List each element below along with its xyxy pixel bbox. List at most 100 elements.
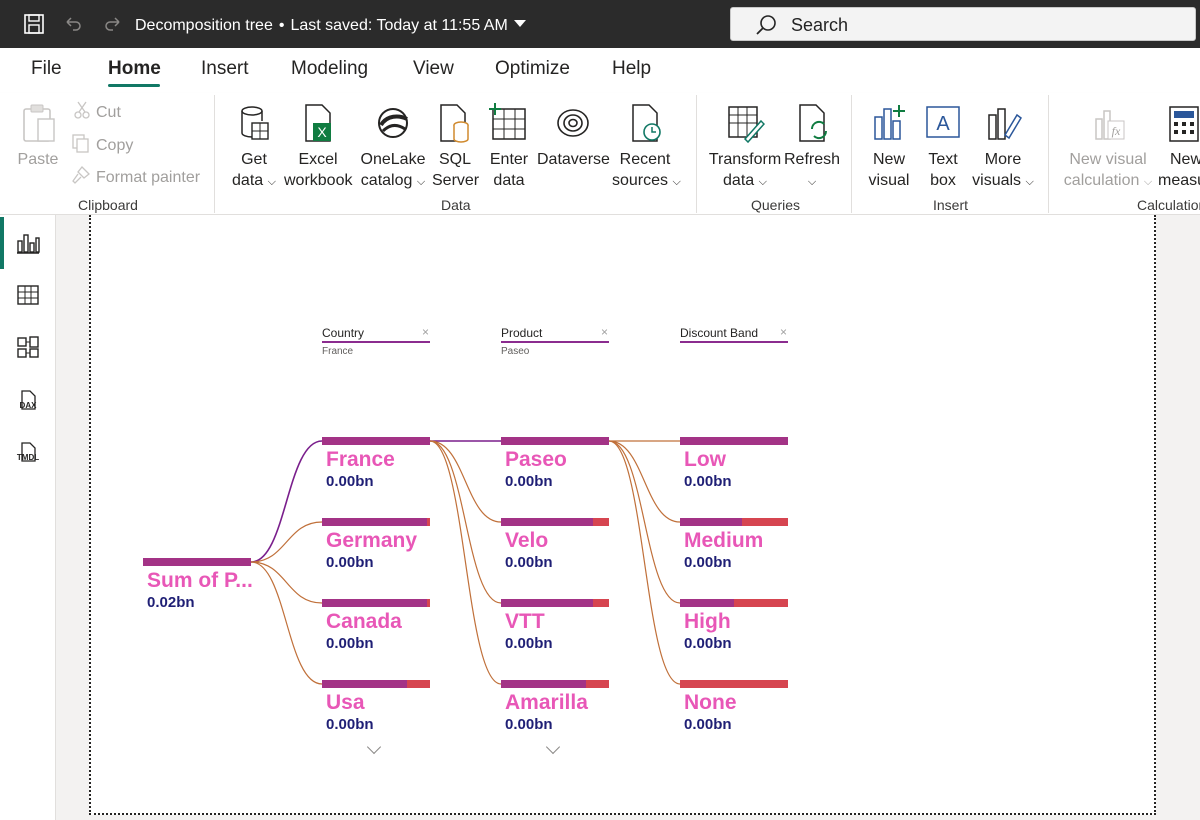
remove-level-icon[interactable]: ×: [601, 325, 609, 339]
remove-level-icon[interactable]: ×: [422, 325, 430, 339]
report-canvas[interactable]: Sum of P... 0.02bn Country × France France 0.0…: [56, 215, 1200, 820]
tree-node-bar[interactable]: [501, 518, 609, 526]
tree-node-label[interactable]: None: [684, 691, 737, 714]
root-node-label[interactable]: Sum of P...: [147, 569, 253, 592]
tree-node-value: 0.00bn: [326, 635, 374, 652]
tree-node-bar[interactable]: [501, 437, 609, 445]
tree-link: [429, 440, 502, 604]
text-box-icon: A: [926, 106, 960, 138]
tree-node-label[interactable]: France: [326, 448, 395, 471]
level-header-1[interactable]: Product: [501, 325, 609, 343]
ribbon-separator: [214, 95, 215, 213]
level-header-2[interactable]: Discount Band: [680, 325, 788, 343]
redo-icon[interactable]: [100, 0, 126, 48]
recent-sources-button[interactable]: Recent sources ⌵: [612, 101, 681, 193]
excel-workbook-button[interactable]: X Excel workbook: [284, 101, 352, 191]
tree-node-label[interactable]: Germany: [326, 529, 418, 552]
tree-node-label[interactable]: High: [684, 610, 731, 633]
get-data-label-1: Get: [241, 151, 267, 168]
report-view-button[interactable]: [0, 217, 56, 269]
tree-node-label[interactable]: Usa: [326, 691, 365, 714]
tree-node-label[interactable]: Canada: [326, 610, 402, 633]
tree-node-bar-fill: [501, 518, 593, 526]
dax-query-view-button[interactable]: DAX: [0, 373, 56, 425]
search-box[interactable]: Search: [730, 7, 1196, 41]
refresh-button[interactable]: Refresh ⌵: [784, 101, 840, 193]
tab-optimize[interactable]: Optimize: [495, 58, 570, 79]
new-visual-button[interactable]: New visual: [864, 101, 914, 191]
tab-view[interactable]: View: [413, 58, 454, 79]
more-visuals-button[interactable]: More visuals ⌵: [970, 101, 1036, 193]
onelake-label-1: OneLake: [360, 151, 426, 168]
tab-insert[interactable]: Insert: [201, 58, 249, 79]
onelake-catalog-button[interactable]: OneLake catalog ⌵: [358, 101, 428, 193]
chevron-down-icon: ⌵: [672, 176, 681, 188]
recent-label-1: Recent: [619, 151, 671, 168]
menu-bar: File Home Insert Modeling View Optimize …: [0, 48, 1200, 93]
window-title[interactable]: Decomposition tree • Last saved: Today at …: [135, 0, 508, 48]
get-data-button[interactable]: Get data ⌵: [226, 101, 282, 193]
tree-node-bar[interactable]: [322, 518, 430, 526]
enter-data-button[interactable]: Enter data: [487, 101, 531, 191]
tmdl-view-button[interactable]: TMDL: [0, 425, 56, 477]
tree-node-label[interactable]: Low: [684, 448, 726, 471]
text-box-button[interactable]: A Text box: [920, 101, 966, 191]
root-node-bar[interactable]: [143, 558, 251, 566]
transform-data-icon: [728, 106, 765, 144]
search-icon: [755, 14, 777, 41]
tab-file[interactable]: File: [31, 58, 62, 79]
sql-server-button[interactable]: SQL Server: [432, 101, 479, 191]
level-header-0[interactable]: Country: [322, 325, 430, 343]
tree-node-label[interactable]: Paseo: [505, 448, 567, 471]
tree-link: [250, 440, 323, 563]
tree-node-bar[interactable]: [322, 680, 430, 688]
scissors-icon: [72, 100, 92, 125]
level-selected-value: France: [322, 346, 354, 357]
new-measure-button[interactable]: New measu: [1158, 101, 1200, 191]
recent-label-2: sources: [612, 172, 669, 189]
dataverse-button[interactable]: Dataverse: [537, 101, 610, 170]
cut-button[interactable]: Cut: [72, 100, 121, 125]
tree-node-value: 0.00bn: [505, 473, 553, 490]
decomposition-tree-visual[interactable]: Sum of P... 0.02bn Country × France France 0.0…: [89, 215, 1156, 815]
tree-node-label[interactable]: Amarilla: [505, 691, 588, 714]
table-view-button[interactable]: [0, 269, 56, 321]
copy-button[interactable]: Copy: [70, 133, 133, 158]
tab-home[interactable]: Home: [108, 58, 161, 79]
new-visual-calculation-button[interactable]: fx New visual calculation ⌵: [1060, 101, 1156, 193]
save-icon[interactable]: [20, 0, 48, 48]
title-dropdown-chevron-icon[interactable]: [514, 20, 526, 27]
refresh-label: Refresh: [784, 151, 841, 168]
tab-help[interactable]: Help: [612, 58, 652, 79]
new-visual-calc-label-1: New visual: [1069, 151, 1147, 168]
tree-node-bar[interactable]: [680, 518, 788, 526]
tree-node-bar[interactable]: [322, 599, 430, 607]
report-view-icon: [17, 234, 40, 254]
ribbon-separator: [851, 95, 852, 213]
paste-button[interactable]: Paste: [16, 101, 60, 170]
tree-node-label[interactable]: Velo: [505, 529, 549, 552]
tree-node-bar[interactable]: [680, 437, 788, 445]
tree-node-value: 0.00bn: [326, 716, 374, 733]
undo-icon[interactable]: [60, 0, 86, 48]
recent-sources-icon: [632, 104, 661, 142]
text-box-label-1: Text: [928, 151, 958, 168]
tree-node-bar[interactable]: [501, 599, 609, 607]
remove-level-icon[interactable]: ×: [780, 325, 788, 339]
tree-node-bar[interactable]: [501, 680, 609, 688]
tree-node-label[interactable]: VTT: [505, 610, 545, 633]
enter-data-label-1: Enter: [489, 151, 529, 168]
tab-modeling[interactable]: Modeling: [291, 58, 369, 79]
model-view-button[interactable]: [0, 321, 56, 373]
level-selected-value: Paseo: [501, 346, 530, 357]
format-painter-button[interactable]: Format painter: [70, 165, 200, 190]
tree-node-bar[interactable]: [322, 437, 430, 445]
title-separator: •: [278, 17, 285, 34]
tree-node-label[interactable]: Medium: [684, 529, 764, 552]
transform-data-button[interactable]: Transform data ⌵: [708, 101, 782, 193]
tree-link: [608, 440, 681, 604]
tree-node-bar-fill: [322, 599, 427, 607]
tree-node-bar[interactable]: [680, 599, 788, 607]
new-measure-label-2: measu: [1158, 172, 1200, 189]
tree-node-bar[interactable]: [680, 680, 788, 688]
